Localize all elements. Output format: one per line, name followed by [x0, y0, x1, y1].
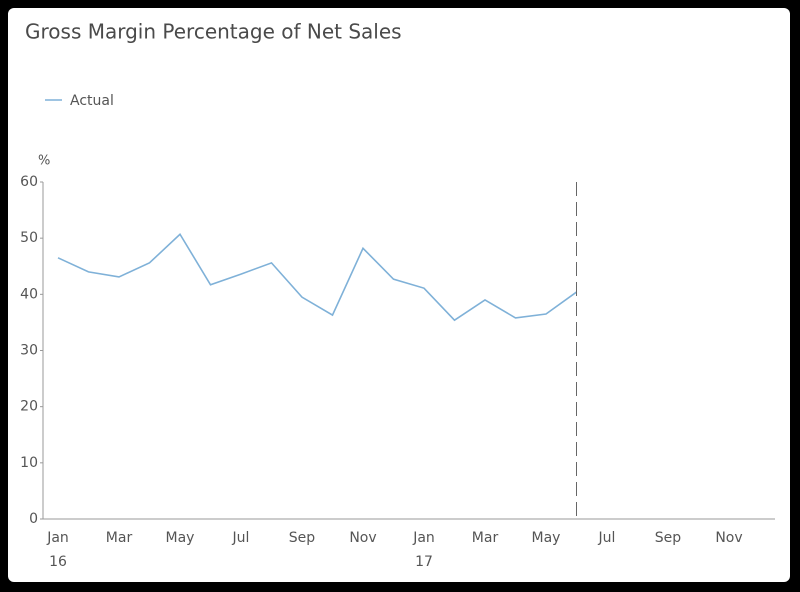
x-tick-label: May — [532, 530, 561, 546]
y-tick-label: 60 — [20, 174, 38, 190]
y-tick-label: 10 — [20, 455, 38, 471]
x-tick-label: Jan — [412, 530, 435, 546]
y-tick-label: 50 — [20, 230, 38, 246]
y-tick-label: 20 — [20, 399, 38, 415]
y-tick-label: 30 — [20, 343, 38, 359]
x-tick-label: May — [166, 530, 195, 546]
x-tick-label: Jul — [598, 530, 616, 546]
x-tick-label: Jan — [46, 530, 69, 546]
x-tick-label: Nov — [715, 530, 742, 546]
x-tick-label: Sep — [289, 530, 316, 546]
legend-label: Actual — [70, 93, 114, 109]
chart-title: Gross Margin Percentage of Net Sales — [25, 20, 402, 44]
x-year-label: 17 — [415, 554, 433, 570]
x-tick-label: Mar — [472, 530, 499, 546]
x-tick-label: Jul — [232, 530, 250, 546]
x-tick-label: Mar — [106, 530, 133, 546]
x-tick-label: Sep — [655, 530, 682, 546]
x-year-label: 16 — [49, 554, 67, 570]
y-unit: % — [38, 154, 50, 169]
y-tick-label: 0 — [29, 511, 38, 527]
x-tick-label: Nov — [349, 530, 376, 546]
line-series — [57, 232, 577, 322]
y-tick-label: 40 — [20, 286, 38, 302]
panel — [8, 8, 790, 582]
